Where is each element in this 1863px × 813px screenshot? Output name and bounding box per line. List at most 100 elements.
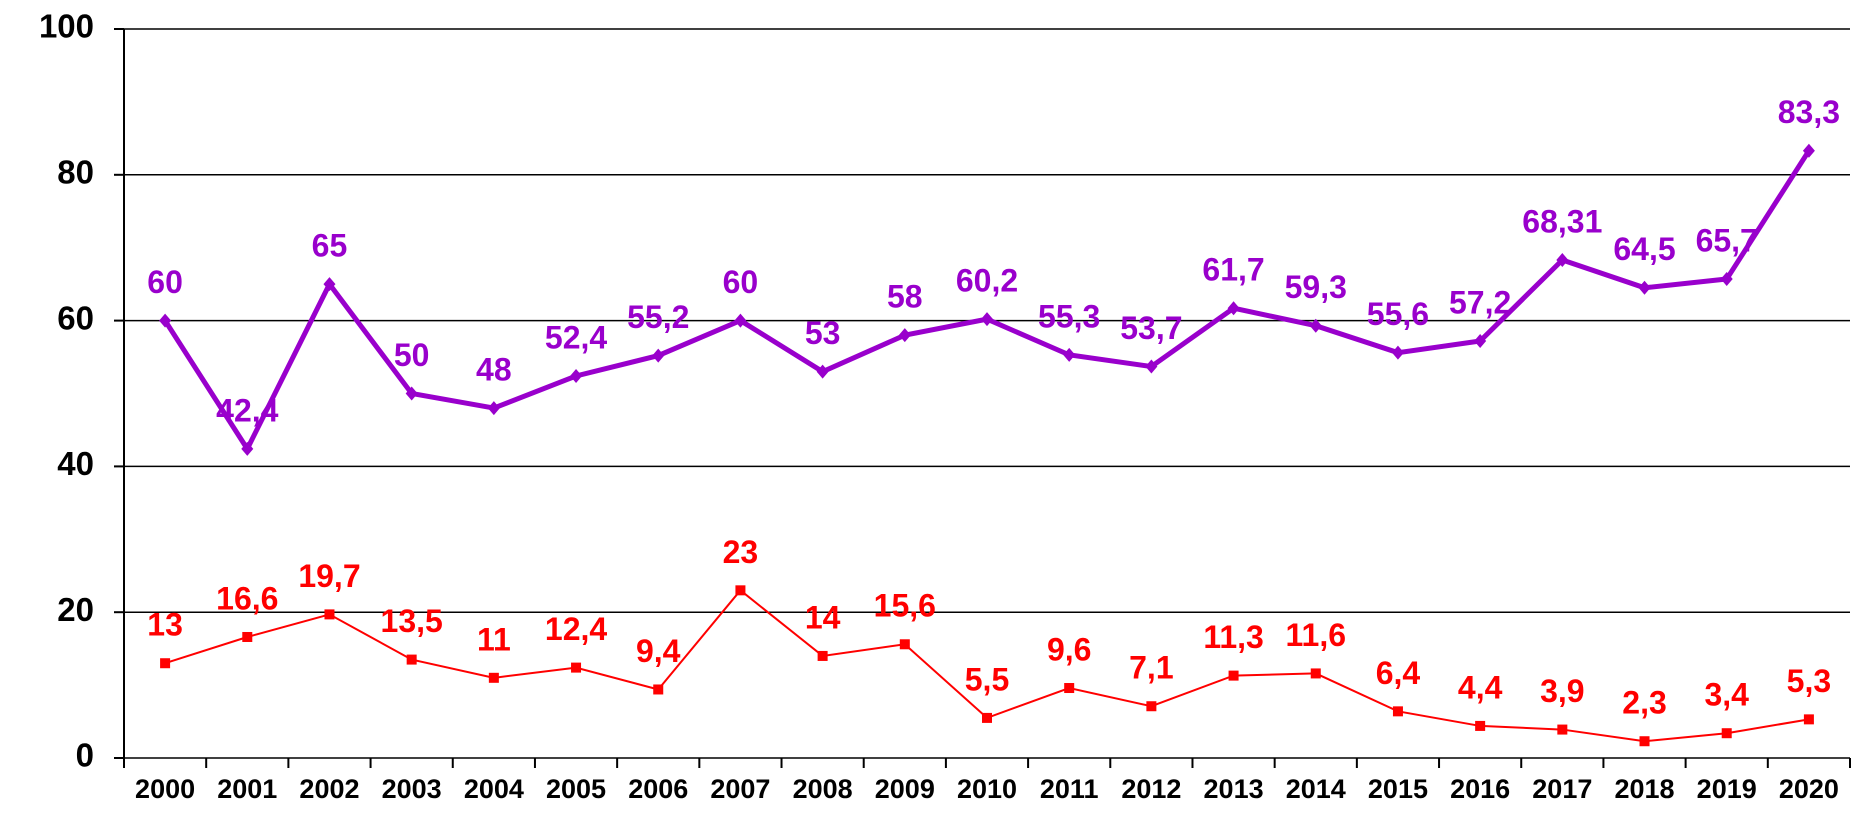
data-label: 59,3 bbox=[1285, 269, 1347, 305]
x-tick-label: 2002 bbox=[299, 774, 359, 804]
y-tick-label: 0 bbox=[76, 737, 94, 774]
data-label: 60 bbox=[723, 264, 759, 300]
x-tick-label: 2001 bbox=[217, 774, 277, 804]
x-tick-label: 2008 bbox=[793, 774, 853, 804]
data-label: 52,4 bbox=[545, 319, 607, 355]
data-label: 11 bbox=[477, 621, 511, 657]
marker bbox=[652, 348, 665, 363]
marker bbox=[1721, 728, 1732, 739]
x-tick-label: 2012 bbox=[1121, 774, 1181, 804]
y-tick-label: 40 bbox=[57, 445, 94, 482]
x-tick-label: 2015 bbox=[1368, 774, 1428, 804]
x-tick-label: 2013 bbox=[1204, 774, 1264, 804]
marker bbox=[982, 712, 992, 723]
data-label: 50 bbox=[394, 337, 430, 373]
data-label: 6,4 bbox=[1376, 655, 1421, 691]
data-label: 16,6 bbox=[216, 580, 278, 616]
marker bbox=[1145, 359, 1158, 374]
marker bbox=[735, 585, 746, 596]
x-tick-label: 2005 bbox=[546, 774, 606, 804]
data-label: 48 bbox=[476, 352, 512, 388]
marker bbox=[242, 631, 253, 642]
data-label: 53 bbox=[805, 315, 841, 351]
data-label: 64,5 bbox=[1613, 231, 1675, 267]
series-line bbox=[162, 149, 1812, 454]
marker bbox=[1802, 143, 1815, 158]
data-label: 60 bbox=[147, 264, 183, 300]
data-label: 11,3 bbox=[1203, 619, 1264, 655]
marker bbox=[1227, 301, 1240, 316]
data-label: 19,7 bbox=[298, 558, 360, 594]
data-label: 9,6 bbox=[1047, 631, 1091, 667]
data-label: 2,3 bbox=[1622, 685, 1666, 721]
x-tick-label: 2003 bbox=[382, 774, 442, 804]
data-label: 53,7 bbox=[1120, 310, 1182, 346]
data-label: 23 bbox=[723, 534, 759, 570]
marker bbox=[488, 672, 499, 683]
marker bbox=[1228, 670, 1239, 681]
x-tick-label: 2006 bbox=[628, 774, 688, 804]
data-label: 15,6 bbox=[874, 588, 936, 624]
marker bbox=[816, 364, 829, 379]
data-label: 11,6 bbox=[1286, 617, 1347, 653]
marker bbox=[487, 401, 500, 416]
marker bbox=[324, 609, 335, 620]
marker bbox=[898, 328, 911, 343]
data-label: 68,31 bbox=[1522, 203, 1602, 239]
x-tick-label: 2018 bbox=[1614, 774, 1674, 804]
data-label: 65,7 bbox=[1696, 223, 1758, 259]
marker bbox=[1310, 668, 1321, 679]
marker bbox=[241, 441, 254, 456]
y-tick-label: 20 bbox=[57, 591, 94, 628]
data-label: 3,9 bbox=[1540, 673, 1584, 709]
data-label: 42,4 bbox=[216, 392, 278, 428]
marker bbox=[1556, 253, 1569, 268]
marker bbox=[571, 662, 582, 673]
data-label: 5,3 bbox=[1787, 663, 1831, 699]
marker bbox=[1474, 334, 1487, 349]
x-tick-label: 2011 bbox=[1040, 774, 1099, 804]
marker bbox=[406, 654, 417, 665]
x-tick-label: 2009 bbox=[875, 774, 935, 804]
x-tick-label: 2004 bbox=[464, 774, 524, 804]
x-tick-label: 2010 bbox=[957, 774, 1017, 804]
data-label: 7,1 bbox=[1129, 650, 1173, 686]
marker bbox=[160, 658, 171, 669]
x-tick-label: 2020 bbox=[1779, 774, 1839, 804]
data-label: 13,5 bbox=[381, 603, 443, 639]
data-label: 4,4 bbox=[1458, 669, 1503, 705]
x-tick-label: 2017 bbox=[1532, 774, 1592, 804]
data-label: 58 bbox=[887, 279, 923, 315]
data-label: 9,4 bbox=[636, 633, 681, 669]
marker bbox=[899, 639, 910, 650]
marker bbox=[1720, 272, 1733, 287]
data-label: 60,2 bbox=[956, 263, 1018, 299]
x-tick-label: 2014 bbox=[1286, 774, 1346, 804]
data-label: 3,4 bbox=[1704, 677, 1749, 713]
marker bbox=[817, 650, 828, 661]
marker bbox=[981, 312, 993, 327]
marker bbox=[1146, 701, 1157, 712]
x-tick-label: 2007 bbox=[710, 774, 770, 804]
marker bbox=[1639, 736, 1650, 747]
data-label: 14 bbox=[805, 599, 841, 635]
marker bbox=[1638, 280, 1651, 295]
data-label: 12,4 bbox=[545, 611, 607, 647]
x-tick-label: 2016 bbox=[1450, 774, 1510, 804]
data-label: 55,2 bbox=[627, 299, 689, 335]
marker bbox=[653, 684, 664, 695]
data-label: 13 bbox=[147, 607, 183, 643]
data-label: 65 bbox=[312, 228, 348, 264]
y-tick-label: 60 bbox=[57, 299, 94, 336]
marker bbox=[734, 313, 747, 328]
marker bbox=[1391, 345, 1404, 360]
marker bbox=[405, 386, 418, 401]
marker bbox=[1309, 318, 1322, 333]
x-tick-label: 2000 bbox=[135, 774, 195, 804]
y-tick-label: 100 bbox=[39, 8, 94, 45]
data-label: 55,6 bbox=[1367, 296, 1429, 332]
marker bbox=[1063, 347, 1076, 362]
data-label: 83,3 bbox=[1778, 94, 1840, 130]
data-label: 55,3 bbox=[1038, 298, 1100, 334]
